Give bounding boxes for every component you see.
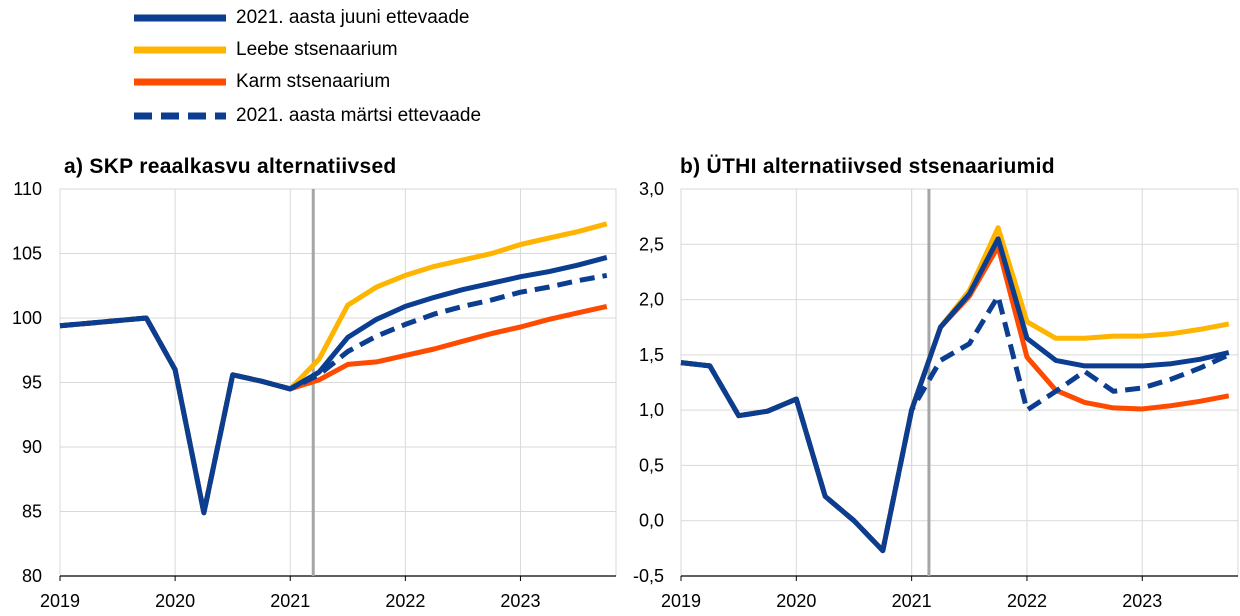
panel-b-xtick-label: 2023 <box>1122 591 1162 611</box>
panel-a-xtick-label: 2021 <box>270 591 310 611</box>
panel-a-xtick-label: 2019 <box>40 591 80 611</box>
panel-a-title: a) SKP reaalkasvu alternatiivsed <box>64 155 397 178</box>
panel-b-series-line-0 <box>680 244 1230 554</box>
panel-a-xtick-label: 2022 <box>385 591 425 611</box>
panel-a-ytick-label: 80 <box>22 566 42 586</box>
panel-b-series-line-1 <box>680 225 1230 554</box>
panel-b-series-line-3 <box>680 293 1230 554</box>
panel-a-ytick-label: 105 <box>12 244 42 264</box>
legend-swatch-juuni <box>134 14 226 22</box>
panel-b-ytick-label: 0,5 <box>639 455 664 475</box>
legend-swatch-leebe <box>134 46 226 54</box>
legend-item-karm: Karm stsenaarium <box>132 68 390 96</box>
panel-a-ytick-label: 85 <box>22 502 42 522</box>
legend-label-karm: Karm stsenaarium <box>236 71 391 92</box>
panel-b-ytick-label: 0,0 <box>639 511 664 531</box>
panel-b-ytick-label: 2,5 <box>639 234 664 254</box>
legend-swatch-karm <box>134 78 226 86</box>
legend-item-juuni: 2021. aasta juuni ettevaade <box>132 4 469 32</box>
panel-a-ytick-label: 90 <box>22 437 42 457</box>
panel-b-xtick-label: 2021 <box>892 591 932 611</box>
panel-a-xtick-label: 2020 <box>155 591 195 611</box>
panel-b-xtick-label: 2019 <box>661 591 701 611</box>
panel-a-ytick-label: 110 <box>13 179 42 199</box>
panel-b-ytick-label: -0,5 <box>633 566 664 586</box>
panel-b-ytick-label: 1,5 <box>639 345 664 365</box>
legend: 2021. aasta juuni ettevaade Leebe stsena… <box>0 0 620 140</box>
panel-b-title: b) ÜTHI alternatiivsed stsenaariumid <box>680 155 1055 178</box>
panel-b-xtick-label: 2022 <box>1007 591 1047 611</box>
panel-b-xtick-label: 2020 <box>776 591 816 611</box>
panel-a-series-line-1 <box>59 221 608 516</box>
legend-label-leebe: Leebe stsenaarium <box>236 39 398 60</box>
panel-a-series-line-2 <box>59 254 608 516</box>
legend-label-martsi: 2021. aasta märtsi ettevaade <box>236 105 482 126</box>
panel-a-xtick-label: 2023 <box>500 591 540 611</box>
panel-a-ytick-label: 95 <box>22 373 42 393</box>
legend-item-leebe: Leebe stsenaarium <box>132 36 398 64</box>
legend-swatch-martsi <box>134 112 226 120</box>
panel-a-ytick-label: 100 <box>12 308 42 328</box>
legend-item-martsi: 2021. aasta märtsi ettevaade <box>132 102 481 130</box>
panel-b-ytick-label: 3,0 <box>639 179 664 199</box>
panel-b-ytick-label: 2,0 <box>639 290 664 310</box>
panel-b-series-line-2 <box>680 236 1230 554</box>
legend-label-juuni: 2021. aasta juuni ettevaade <box>236 7 470 28</box>
panel-a-series-line-3 <box>59 272 608 516</box>
panel-b-ytick-label: 1,0 <box>639 400 664 420</box>
